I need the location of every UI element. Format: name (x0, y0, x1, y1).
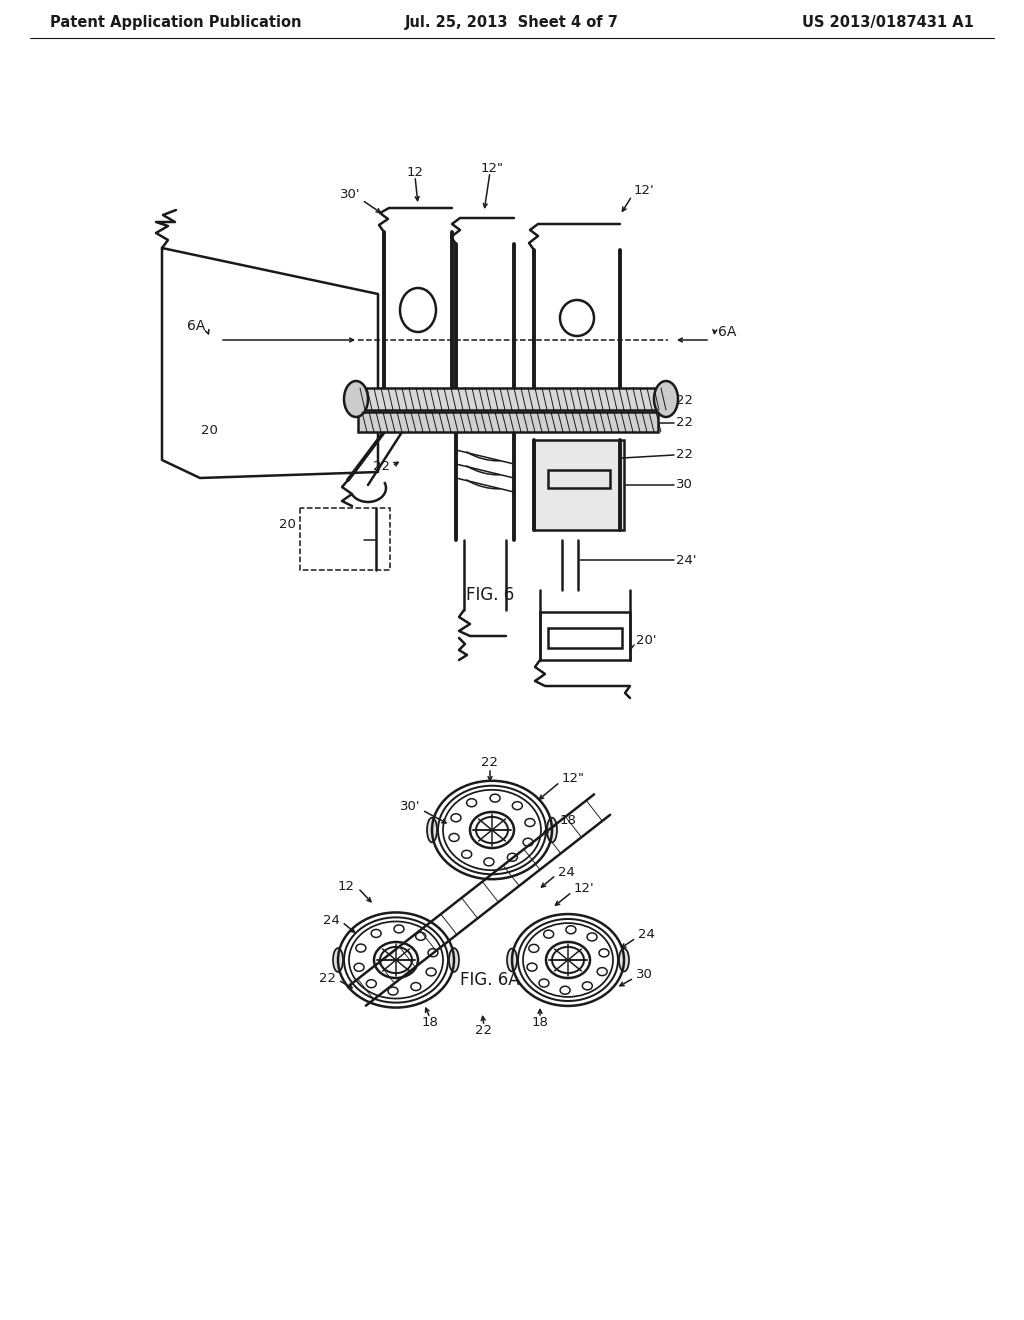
Text: 18: 18 (560, 813, 577, 826)
Text: 12': 12' (574, 882, 595, 895)
Ellipse shape (333, 948, 343, 972)
Ellipse shape (547, 817, 557, 842)
Text: 22: 22 (319, 972, 336, 985)
Text: 22: 22 (475, 1023, 493, 1036)
Text: 30': 30' (399, 800, 420, 813)
Text: Patent Application Publication: Patent Application Publication (50, 15, 301, 29)
Text: 30: 30 (636, 969, 653, 982)
Ellipse shape (427, 817, 437, 842)
Text: 24': 24' (676, 553, 696, 566)
Text: FIG. 6: FIG. 6 (466, 586, 514, 605)
Bar (548, 628, 622, 648)
Text: 12": 12" (562, 771, 585, 784)
Text: 20: 20 (201, 424, 218, 437)
Text: 20': 20' (636, 634, 656, 647)
Text: 30: 30 (676, 479, 693, 491)
Text: 18: 18 (422, 1015, 438, 1028)
Text: Jul. 25, 2013  Sheet 4 of 7: Jul. 25, 2013 Sheet 4 of 7 (406, 15, 618, 29)
Text: 24: 24 (558, 866, 574, 879)
Text: 12': 12' (634, 183, 654, 197)
Bar (534, 440, 624, 531)
Text: 12: 12 (338, 879, 355, 892)
Text: 30': 30' (340, 189, 360, 202)
Text: FIG. 6A: FIG. 6A (460, 972, 520, 989)
Text: 22: 22 (373, 459, 390, 473)
Text: 6A: 6A (718, 325, 736, 339)
Text: 12": 12" (480, 161, 504, 174)
Text: 20: 20 (280, 517, 296, 531)
Text: 18: 18 (531, 1015, 549, 1028)
Bar (540, 612, 630, 660)
Ellipse shape (618, 949, 629, 972)
Ellipse shape (449, 948, 459, 972)
Text: 24: 24 (324, 913, 340, 927)
Text: 22: 22 (676, 417, 693, 429)
Text: 22: 22 (481, 755, 499, 768)
Bar (548, 470, 610, 488)
Ellipse shape (507, 949, 517, 972)
Text: 24: 24 (638, 928, 655, 941)
Bar (356, 388, 666, 411)
Text: 22: 22 (676, 449, 693, 462)
Text: 12: 12 (407, 165, 424, 178)
Bar (358, 412, 658, 432)
Text: 6A: 6A (186, 319, 205, 333)
Ellipse shape (344, 381, 368, 417)
Ellipse shape (654, 381, 678, 417)
Text: US 2013/0187431 A1: US 2013/0187431 A1 (802, 15, 974, 29)
Text: 22: 22 (676, 393, 693, 407)
